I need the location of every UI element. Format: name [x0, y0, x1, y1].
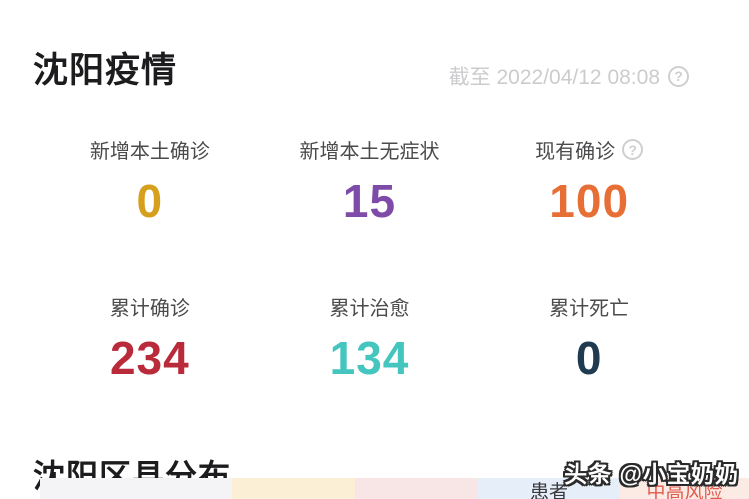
stat-label: 累计确诊	[109, 298, 190, 320]
stat-value: 0	[575, 332, 603, 384]
stat-value: 15	[342, 175, 397, 227]
timestamp-text: 截至 2022/04/12 08:08	[448, 66, 660, 89]
stats-grid: 新增本土确诊 0 新增本土无症状 15 现有确诊 ? 100 累计确诊 234	[40, 135, 699, 385]
table-header-cell	[232, 478, 355, 499]
table-header-cell-mid-high-risk: 中高风险	[620, 478, 749, 499]
stat-label: 新增本土确诊	[89, 141, 210, 163]
table-header-cell	[40, 478, 232, 499]
stat-label: 累计死亡	[549, 298, 630, 320]
stat-new-local-asymptomatic: 新增本土无症状 15	[260, 135, 480, 228]
stat-label: 现有确诊	[535, 141, 616, 163]
data-timestamp: 截至 2022/04/12 08:08 ?	[449, 61, 689, 93]
current-confirmed-help-icon[interactable]: ?	[622, 139, 644, 160]
toutiao-watermark: 头条 @小宝奶奶	[564, 461, 739, 487]
stat-cumulative-cured: 累计治愈 134	[260, 292, 480, 385]
table-header-cell-patients: 患者	[478, 478, 620, 499]
stat-value: 234	[109, 332, 190, 384]
stat-new-local-confirmed: 新增本土确诊 0	[40, 135, 260, 228]
stat-label: 新增本土无症状	[299, 141, 440, 163]
header: 沈阳疫情 截至 2022/04/12 08:08 ?	[0, 0, 749, 93]
stat-value: 0	[136, 175, 164, 227]
stat-current-confirmed: 现有确诊 ? 100	[479, 135, 699, 228]
district-table-header-row: 患者 中高风险	[40, 478, 749, 499]
stat-value: 134	[329, 332, 410, 384]
stat-label: 累计治愈	[329, 298, 410, 320]
page-title: 沈阳疫情	[33, 51, 178, 90]
timestamp-help-icon[interactable]: ?	[668, 65, 689, 87]
stat-cumulative-deaths: 累计死亡 0	[479, 292, 699, 385]
table-header-cell	[355, 478, 478, 499]
stat-value: 100	[549, 175, 630, 227]
stat-cumulative-confirmed: 累计确诊 234	[40, 292, 260, 385]
